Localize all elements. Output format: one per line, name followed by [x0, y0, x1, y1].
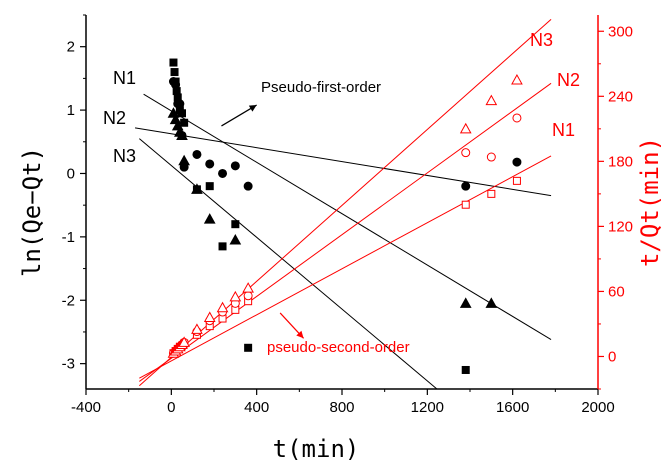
point-triangle-open: [216, 301, 229, 313]
point-circle-open: [243, 291, 253, 301]
point-square-filled: [461, 365, 470, 374]
point-circle-filled: [175, 99, 185, 109]
point-circle-open: [461, 148, 471, 158]
label-black-n2: N2: [103, 108, 126, 128]
point-circle-filled: [230, 161, 240, 171]
y-right-tick-label: 240: [608, 88, 633, 105]
y-left-tick-label: -2: [62, 292, 75, 309]
point-square-filled: [169, 58, 178, 67]
point-triangle-filled: [191, 183, 203, 194]
point-square-open: [487, 189, 496, 198]
point-circle-filled: [171, 80, 181, 90]
x-tick-label: 2000: [581, 399, 614, 416]
point-circle-filled: [512, 157, 522, 167]
point-triangle-open: [242, 282, 254, 293]
arrow-head-2: [296, 330, 304, 339]
point-square-filled: [170, 68, 179, 77]
y-axis-title-right: t/Qt(min): [636, 137, 664, 267]
point-triangle-filled: [176, 129, 188, 140]
point-triangle-open: [203, 311, 216, 322]
x-tick-label: 1600: [496, 399, 529, 416]
x-tick-label: 400: [244, 399, 269, 416]
label-black-n3: N3: [113, 146, 136, 166]
point-triangle-open: [459, 122, 472, 134]
y-left-tick-label: 2: [67, 39, 75, 56]
x-tick-label: 1200: [411, 399, 444, 416]
point-square-filled: [180, 118, 189, 127]
point-triangle-open: [191, 323, 203, 334]
point-circle-filled: [461, 181, 471, 191]
point-circle-filled: [192, 149, 202, 159]
point-circle-filled: [243, 181, 253, 191]
point-triangle-filled: [459, 297, 472, 308]
y-right-tick-label: 60: [608, 283, 625, 300]
y-right-tick-label: 300: [608, 23, 633, 40]
fit-line-1: [134, 127, 552, 197]
label-red-n1: N1: [552, 120, 575, 140]
annotation-pseudo-second-order: pseudo-second-order: [267, 339, 410, 356]
point-circle-filled: [218, 168, 228, 178]
data-points: [167, 58, 523, 374]
point-triangle-filled: [485, 297, 498, 308]
point-triangle-open: [229, 290, 242, 302]
y-right-tick-label: 120: [608, 218, 633, 235]
point-square-filled: [178, 109, 186, 118]
point-circle-open: [512, 113, 522, 123]
point-square-open: [512, 176, 521, 185]
annotations: [221, 104, 305, 339]
point-circle-open: [486, 152, 496, 162]
point-triangle-open: [485, 94, 498, 106]
y-axis-title-left: ln(Qe−Qt): [18, 147, 46, 277]
y-left-tick-label: -1: [62, 229, 75, 246]
y-left-tick-label: -3: [62, 356, 75, 373]
label-red-n2: N2: [557, 70, 580, 90]
point-triangle-filled: [229, 234, 242, 245]
axes: -400 0 400 800 1200 1600 2000-3-2-101206012018…: [62, 14, 633, 416]
annotation-pseudo-first-order: Pseudo-first-order: [261, 79, 381, 96]
y-right-tick-label: 0: [608, 348, 616, 365]
y-left-tick-label: 1: [67, 102, 75, 119]
x-tick-label: 800: [329, 399, 354, 416]
arrow-head-1: [248, 105, 257, 112]
point-triangle-open: [511, 74, 523, 85]
point-square-filled: [244, 343, 253, 352]
fit-line-4: [139, 155, 552, 379]
fit-line-5: [139, 82, 552, 382]
point-square-filled: [218, 242, 227, 251]
point-triangle-open: [178, 336, 190, 347]
label-red-n3: N3: [530, 30, 553, 50]
point-triangle-filled: [203, 213, 216, 224]
x-tick-label: 0: [167, 399, 175, 416]
x-axis-title: t(min): [273, 435, 360, 463]
point-square-filled: [205, 182, 214, 191]
x-tick-label: -400: [71, 399, 101, 416]
y-right-tick-label: 180: [608, 153, 633, 170]
y-left-tick-label: 0: [67, 165, 75, 182]
point-circle-filled: [205, 159, 215, 169]
point-square-open: [461, 200, 470, 209]
point-triangle-filled: [178, 154, 190, 166]
point-square-filled: [231, 220, 240, 229]
label-black-n1: N1: [113, 68, 136, 88]
fit-line-2: [143, 93, 552, 340]
fit-line-3: [139, 138, 438, 389]
